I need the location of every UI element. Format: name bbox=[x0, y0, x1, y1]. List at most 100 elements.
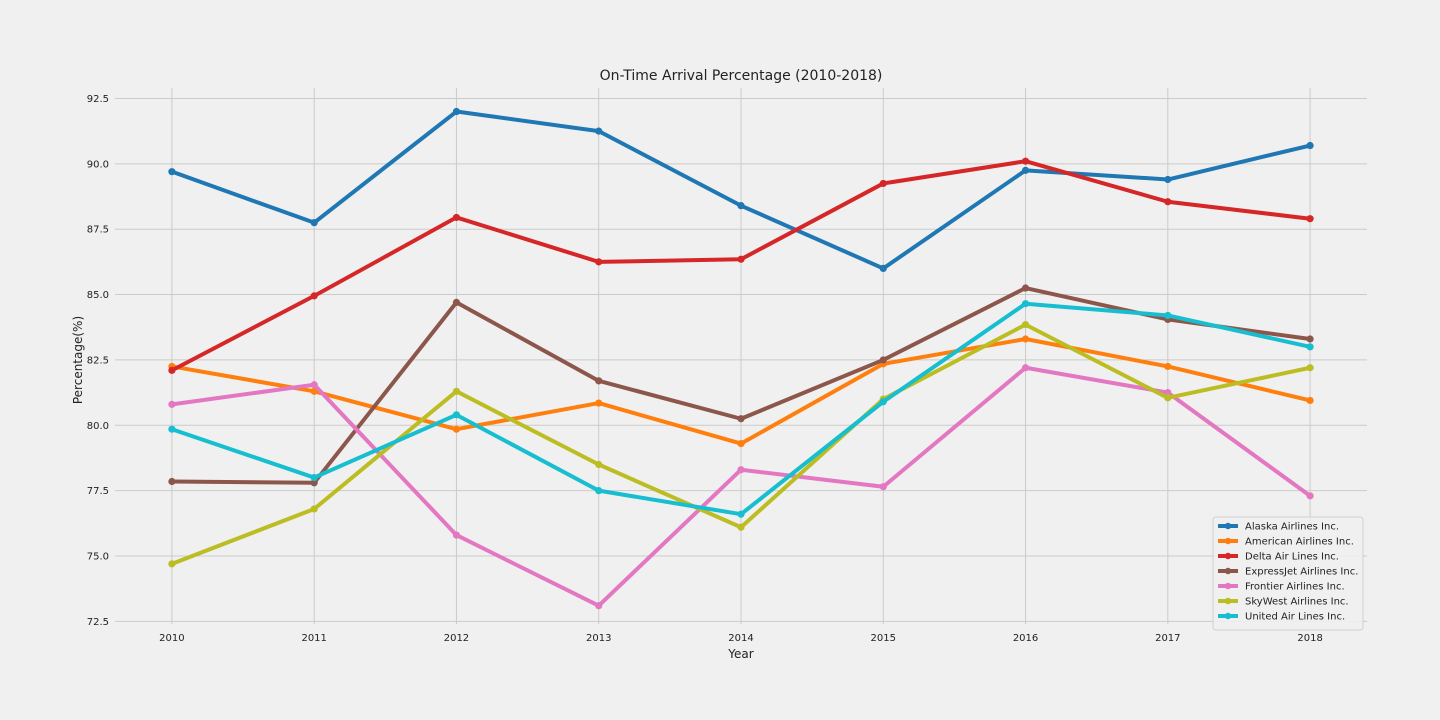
x-tick-label: 2014 bbox=[728, 633, 753, 644]
data-point bbox=[310, 479, 318, 487]
data-point bbox=[452, 107, 461, 116]
legend-marker bbox=[1224, 582, 1232, 590]
data-point bbox=[737, 202, 745, 210]
data-point bbox=[168, 168, 176, 176]
legend-marker bbox=[1224, 612, 1232, 620]
legend-label: Frontier Airlines Inc. bbox=[1245, 582, 1345, 593]
legend-marker bbox=[1224, 597, 1232, 605]
data-point bbox=[879, 264, 887, 273]
data-point bbox=[1164, 362, 1172, 371]
legend-item: Alaska Airlines Inc. bbox=[1218, 522, 1339, 533]
y-tick-label: 75.0 bbox=[87, 552, 109, 563]
y-tick-label: 87.5 bbox=[87, 225, 109, 236]
legend-item: SkyWest Airlines Inc. bbox=[1218, 597, 1349, 608]
series-5 bbox=[168, 364, 1314, 610]
legend-label: American Airlines Inc. bbox=[1245, 537, 1354, 548]
y-tick-label: 72.5 bbox=[87, 617, 109, 628]
data-point bbox=[1164, 198, 1172, 206]
data-point bbox=[1306, 215, 1314, 223]
legend-item: American Airlines Inc. bbox=[1218, 537, 1354, 548]
data-point bbox=[1306, 343, 1314, 351]
grid bbox=[115, 88, 1367, 624]
data-point bbox=[452, 531, 461, 539]
x-tick-label: 2015 bbox=[871, 633, 896, 644]
legend: Alaska Airlines Inc. American Airlines In… bbox=[1212, 516, 1364, 631]
legend-label: SkyWest Airlines Inc. bbox=[1245, 597, 1349, 608]
x-tick-label: 2018 bbox=[1297, 633, 1322, 644]
legend-label: ExpressJet Airlines Inc. bbox=[1245, 567, 1358, 578]
legend-marker bbox=[1224, 537, 1232, 545]
data-point bbox=[310, 505, 318, 513]
series-2 bbox=[168, 335, 1314, 448]
data-point bbox=[1164, 175, 1172, 184]
y-tick-label: 77.5 bbox=[87, 486, 109, 497]
data-point bbox=[1164, 311, 1172, 320]
series-7 bbox=[168, 300, 1314, 518]
data-point bbox=[595, 487, 603, 495]
y-tick-label: 85.0 bbox=[87, 290, 109, 301]
data-point bbox=[168, 400, 176, 408]
data-point bbox=[1306, 492, 1314, 500]
data-point bbox=[1021, 284, 1030, 292]
data-point bbox=[168, 560, 176, 568]
y-tick-label: 82.5 bbox=[87, 355, 109, 366]
legend-item: United Air Lines Inc. bbox=[1218, 612, 1345, 623]
data-point bbox=[310, 292, 318, 300]
data-point bbox=[1021, 335, 1030, 343]
tick-labels: 2010 2011 2012 2013 2014 2015 2016 2017 2018 72.5… bbox=[87, 94, 1323, 644]
x-tick-label: 2012 bbox=[444, 633, 469, 644]
data-point bbox=[1164, 394, 1172, 402]
y-tick-label: 80.0 bbox=[87, 421, 109, 432]
data-point bbox=[595, 460, 603, 469]
data-point bbox=[737, 439, 745, 448]
data-point bbox=[1021, 321, 1030, 329]
data-point bbox=[452, 411, 461, 419]
legend-marker bbox=[1224, 552, 1232, 560]
legend-marker bbox=[1224, 567, 1232, 575]
x-tick-label: 2016 bbox=[1013, 633, 1038, 644]
data-point bbox=[168, 425, 176, 433]
data-point bbox=[737, 523, 745, 531]
data-point bbox=[1021, 157, 1030, 165]
legend-label: United Air Lines Inc. bbox=[1245, 612, 1345, 623]
x-axis-label: Year bbox=[727, 647, 753, 661]
data-point bbox=[1164, 389, 1172, 397]
data-point bbox=[737, 510, 745, 518]
data-point bbox=[879, 356, 887, 364]
x-tick-label: 2017 bbox=[1155, 633, 1180, 644]
y-axis-label: Percentage(%) bbox=[71, 316, 85, 404]
legend-marker bbox=[1224, 522, 1232, 530]
series-6 bbox=[168, 321, 1314, 568]
data-point bbox=[737, 255, 745, 263]
series-3 bbox=[168, 157, 1314, 374]
y-tick-label: 90.0 bbox=[87, 159, 109, 170]
data-point bbox=[1306, 396, 1314, 405]
data-point bbox=[737, 415, 745, 423]
chart-title: On-Time Arrival Percentage (2010-2018) bbox=[600, 68, 883, 84]
data-point bbox=[595, 399, 603, 407]
data-point bbox=[310, 381, 318, 389]
data-point bbox=[737, 466, 745, 474]
data-point bbox=[879, 483, 887, 491]
data-point bbox=[1306, 141, 1314, 150]
series-layer bbox=[168, 107, 1314, 610]
data-point bbox=[595, 377, 603, 385]
data-point bbox=[168, 366, 176, 374]
data-point bbox=[168, 477, 176, 486]
data-point bbox=[1021, 300, 1030, 308]
data-point bbox=[452, 213, 461, 222]
legend-item: Delta Air Lines Inc. bbox=[1218, 552, 1339, 563]
legend-item: Frontier Airlines Inc. bbox=[1218, 582, 1345, 593]
legend-label: Alaska Airlines Inc. bbox=[1245, 522, 1339, 533]
data-point bbox=[1021, 364, 1030, 372]
data-point bbox=[452, 425, 461, 433]
data-point bbox=[452, 298, 461, 306]
legend-label: Delta Air Lines Inc. bbox=[1245, 552, 1339, 563]
x-tick-label: 2013 bbox=[586, 633, 611, 644]
data-point bbox=[1306, 364, 1314, 372]
data-point bbox=[310, 473, 318, 482]
data-point bbox=[310, 219, 318, 227]
data-point bbox=[1306, 335, 1314, 343]
series-1 bbox=[168, 107, 1314, 273]
